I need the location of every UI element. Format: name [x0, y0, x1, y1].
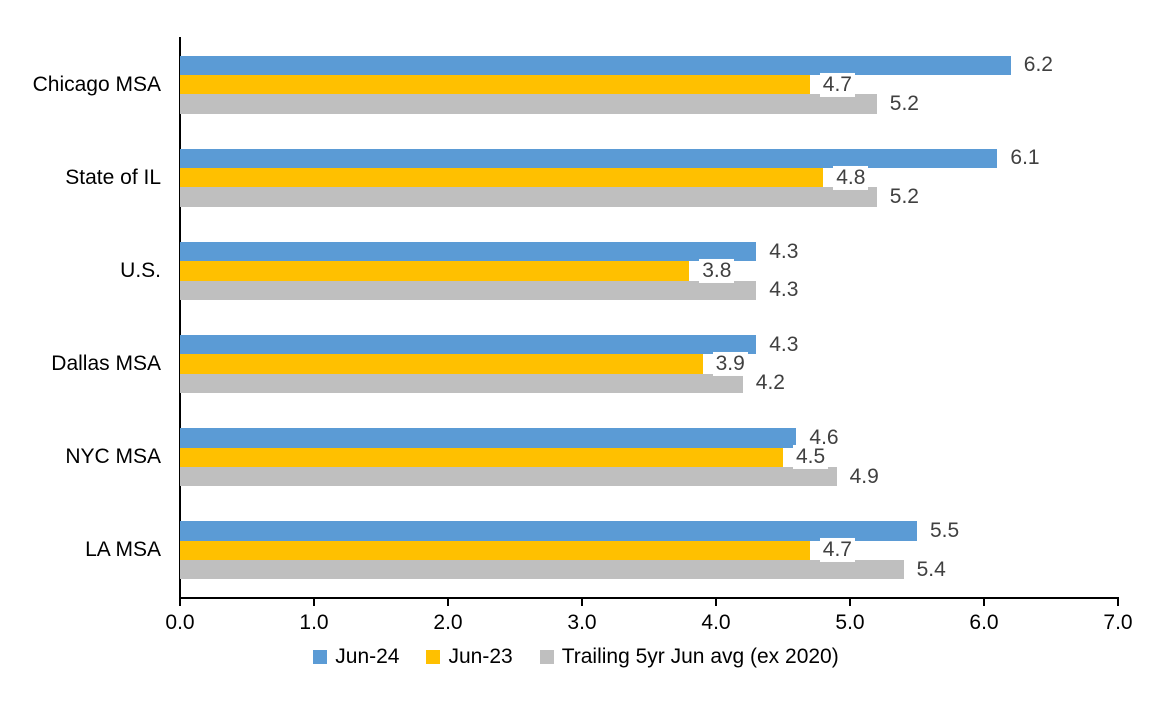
category-label: Chicago MSA — [32, 72, 161, 96]
x-tick-mark — [313, 599, 315, 606]
bar — [180, 354, 703, 374]
x-tick-label: 2.0 — [433, 611, 463, 634]
bar-value-label: 5.4 — [913, 557, 949, 582]
bar — [180, 521, 917, 541]
bar — [180, 447, 783, 467]
bar — [180, 280, 757, 300]
legend-label: Jun-24 — [335, 645, 400, 668]
bar — [180, 540, 810, 561]
x-tick-label: 7.0 — [1103, 611, 1133, 634]
legend-swatch — [539, 650, 554, 664]
x-tick-mark — [581, 599, 583, 606]
x-tick-mark — [983, 599, 985, 606]
legend-swatch — [313, 650, 328, 664]
x-tick-label: 1.0 — [299, 611, 329, 634]
bar-value-label: 6.1 — [1007, 146, 1043, 171]
bar-value-label: 4.2 — [752, 371, 788, 396]
x-tick-mark — [1117, 599, 1119, 606]
bar-value-label: 5.2 — [886, 185, 922, 210]
bar — [180, 168, 824, 188]
x-tick-label: 6.0 — [969, 611, 999, 634]
legend-label: Jun-23 — [448, 645, 513, 668]
x-tick-mark — [715, 599, 717, 606]
legend-item: Jun-24 — [313, 645, 399, 669]
category-label: U.S. — [120, 258, 161, 282]
bar — [180, 148, 998, 169]
bar-value-label: 4.9 — [846, 464, 882, 489]
bar-value-label: 4.8 — [833, 165, 869, 190]
category-label: NYC MSA — [65, 445, 161, 469]
x-tick-label: 3.0 — [567, 611, 597, 634]
legend-item: Jun-23 — [426, 645, 513, 669]
bar — [180, 373, 743, 394]
bar — [180, 428, 797, 448]
legend-item: Trailing 5yr Jun avg (ex 2020) — [539, 645, 839, 669]
legend: Jun-24 Jun-23 Trailing 5yr Jun avg (ex 202… — [0, 645, 1152, 669]
category-label: LA MSA — [85, 538, 161, 562]
bar-value-label: 5.2 — [886, 91, 922, 116]
bar — [180, 94, 877, 114]
category-label: Dallas MSA — [51, 352, 161, 376]
bar-value-label: 3.9 — [712, 352, 748, 377]
x-tick-mark — [447, 599, 449, 606]
bar — [180, 55, 1011, 75]
x-tick-label: 5.0 — [835, 611, 865, 634]
x-tick-mark — [849, 599, 851, 606]
y-axis-line — [179, 37, 181, 599]
bar — [180, 74, 810, 95]
bar — [180, 335, 757, 355]
x-tick-mark — [179, 599, 181, 606]
bar-value-label: 4.5 — [793, 445, 829, 470]
legend-swatch — [426, 650, 441, 664]
bar — [180, 261, 690, 281]
bar-value-label: 4.3 — [766, 239, 802, 264]
bar — [180, 187, 877, 207]
bar-value-label: 5.5 — [927, 519, 963, 544]
bar-value-label: 4.3 — [766, 278, 802, 303]
bar-value-label: 3.8 — [699, 258, 735, 283]
x-axis-line — [179, 597, 1119, 599]
bar — [180, 560, 904, 580]
bar-value-label: 4.7 — [819, 538, 855, 563]
bar-value-label: 4.3 — [766, 332, 802, 357]
bar-value-label: 4.7 — [819, 72, 855, 97]
category-label: State of IL — [65, 165, 161, 189]
x-tick-label: 0.0 — [165, 611, 195, 634]
legend-label: Trailing 5yr Jun avg (ex 2020) — [561, 645, 839, 668]
bar-value-label: 6.2 — [1020, 53, 1056, 78]
bar — [180, 241, 757, 262]
bar — [180, 466, 837, 487]
x-tick-label: 4.0 — [701, 611, 731, 634]
